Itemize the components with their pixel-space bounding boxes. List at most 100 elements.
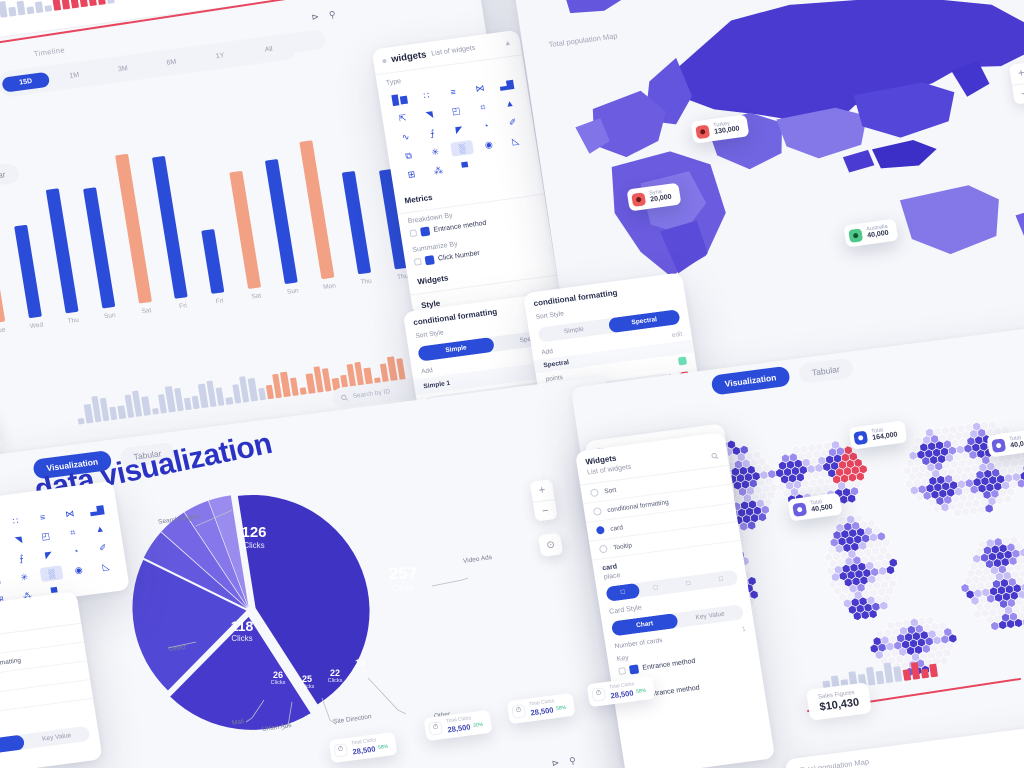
cf-add-label[interactable]: Add: [420, 367, 434, 376]
cf2-swatch-green[interactable]: [677, 356, 688, 366]
pie-slice[interactable]: [183, 498, 248, 614]
waterfall-icon[interactable]: ░: [450, 139, 475, 157]
drag-handle-icon[interactable]: [409, 229, 418, 238]
bubble-icon[interactable]: ◉: [73, 564, 84, 575]
cluster-icon[interactable]: ⁂: [432, 164, 444, 176]
hex-cell[interactable]: [868, 609, 878, 619]
pie-slice[interactable]: [159, 506, 248, 617]
bell-icon[interactable]: ⚲: [568, 755, 577, 767]
bar[interactable]: [152, 156, 189, 299]
cf2-edit-label[interactable]: edit: [671, 330, 683, 340]
flow-icon[interactable]: ⧉: [0, 572, 9, 589]
hex-cell[interactable]: [1003, 494, 1013, 505]
drag-handle-icon[interactable]: [413, 257, 422, 266]
funnel-icon[interactable]: ◥: [14, 533, 23, 545]
cf2-add-label[interactable]: Add: [540, 348, 554, 357]
drag-handle-icon[interactable]: [618, 667, 627, 675]
bar-chart-icon[interactable]: █ ▆: [391, 92, 408, 105]
bar[interactable]: [341, 170, 372, 275]
candle-icon[interactable]: ⨍: [429, 127, 436, 138]
bar[interactable]: [201, 228, 225, 294]
network-icon[interactable]: ⋈: [474, 82, 486, 94]
matrix-icon[interactable]: ⊞: [406, 168, 416, 180]
pie-icon[interactable]: ◔: [72, 545, 80, 557]
bell-icon[interactable]: ⚲: [328, 9, 337, 20]
tree-icon[interactable]: ⇱: [0, 535, 3, 552]
place-option-4[interactable]: □: [718, 575, 724, 583]
scatter-icon[interactable]: ∷: [422, 89, 430, 101]
pie-slice[interactable]: [140, 523, 247, 621]
pie-locate-button[interactable]: ⊙: [538, 532, 564, 558]
timeline-1m[interactable]: 1M: [68, 71, 80, 80]
hex-cell[interactable]: [939, 655, 949, 666]
search-bar-bottom[interactable]: Search by ID: [331, 365, 513, 409]
stacked-area-icon[interactable]: ◤: [454, 123, 464, 135]
hex-cell[interactable]: [846, 493, 857, 504]
area-chart-icon[interactable]: ◰: [451, 104, 462, 116]
chart-type-grid[interactable]: █ ▆ ∷ ≡ ⋈ ▃▇ ⇱ ◥ ◰ ⌗ ▲ ∿ ⨍ ◤ ◔ ✐ ⧉ ✳ ░ ◉ ◺ ⊞ ⁂ ▀: [378, 68, 541, 191]
mountain-icon[interactable]: ◺: [101, 560, 110, 572]
list-chart-icon[interactable]: ≡: [449, 86, 457, 98]
timeline-6m[interactable]: 6M: [166, 58, 177, 67]
triangle-icon[interactable]: ▲: [504, 97, 515, 109]
pie-slice[interactable]: [237, 481, 385, 710]
funnel-icon[interactable]: ◥: [425, 108, 434, 120]
waterfall-icon[interactable]: ░: [39, 565, 64, 583]
hex-cell[interactable]: [879, 600, 889, 611]
scatter-icon[interactable]: ∷: [11, 515, 19, 526]
radio-icon[interactable]: [592, 506, 603, 516]
bar[interactable]: [229, 171, 262, 289]
map-zoom-in-button[interactable]: +: [1017, 67, 1024, 80]
timeline-3m[interactable]: 3M: [117, 64, 129, 73]
column-chart-icon[interactable]: ▃▇: [89, 503, 105, 516]
sunburst-icon[interactable]: ✳: [430, 146, 440, 157]
bar[interactable]: [265, 159, 299, 285]
number-of-cards-value[interactable]: 1: [741, 625, 747, 634]
network-icon[interactable]: ⋈: [64, 507, 75, 519]
bar[interactable]: [45, 188, 79, 314]
share-icon[interactable]: ⊳: [310, 11, 320, 23]
tree-icon[interactable]: ⇱: [398, 112, 408, 124]
timeline-all[interactable]: All: [264, 45, 274, 54]
bar[interactable]: [114, 154, 152, 304]
pie-slice[interactable]: [124, 548, 257, 694]
stacked-area-icon[interactable]: ◤: [44, 548, 53, 560]
bar[interactable]: [82, 187, 115, 309]
line-squiggle-icon[interactable]: ∿: [400, 130, 411, 142]
pie-zoom-controls[interactable]: + −: [529, 479, 558, 522]
list-chart-icon[interactable]: ≡: [39, 512, 47, 523]
card-style-keyvalue-left[interactable]: Key Value: [41, 732, 72, 743]
column-chart-icon[interactable]: ▃▇: [498, 78, 515, 91]
pen-chart-icon[interactable]: ✐: [98, 541, 108, 553]
hex-cell[interactable]: [1021, 617, 1024, 627]
place-option-1[interactable]: □: [605, 582, 641, 602]
heatmap-icon[interactable]: ⌗: [69, 526, 76, 538]
bar[interactable]: [14, 224, 42, 319]
triangle-icon[interactable]: ▲: [94, 523, 106, 535]
candle-icon[interactable]: ⨍: [18, 552, 25, 564]
bubble-icon[interactable]: ◉: [484, 138, 494, 150]
pie-zoom-out-button[interactable]: −: [532, 498, 558, 522]
flow-icon[interactable]: ⧉: [404, 149, 413, 161]
place-option-2[interactable]: □: [653, 584, 659, 592]
chevron-up-icon[interactable]: ▲: [503, 39, 512, 48]
radio-icon[interactable]: [598, 544, 608, 554]
pie-slice[interactable]: [159, 611, 312, 741]
line-squiggle-icon[interactable]: ∿: [0, 554, 6, 571]
bar[interactable]: [299, 140, 335, 280]
gradient-bar-icon[interactable]: ▀: [461, 161, 470, 173]
map-zoom-out-button[interactable]: −: [1011, 81, 1024, 105]
hex-cell[interactable]: [757, 512, 768, 523]
sunburst-icon[interactable]: ✳: [19, 571, 29, 583]
hex-cell[interactable]: [984, 503, 994, 514]
pie-icon[interactable]: ◔: [482, 120, 490, 132]
heatmap-icon[interactable]: ⌗: [479, 101, 487, 112]
share-icon[interactable]: ⊳: [551, 757, 561, 768]
area-chart-icon[interactable]: ◰: [40, 530, 51, 542]
timeline-15d[interactable]: 15D: [1, 71, 51, 93]
card-style-chart-left[interactable]: Chart: [0, 734, 26, 758]
search-icon[interactable]: [711, 452, 719, 460]
radio-icon[interactable]: [589, 488, 600, 498]
mountain-icon[interactable]: ◺: [511, 135, 520, 146]
pen-chart-icon[interactable]: ✐: [508, 116, 518, 128]
